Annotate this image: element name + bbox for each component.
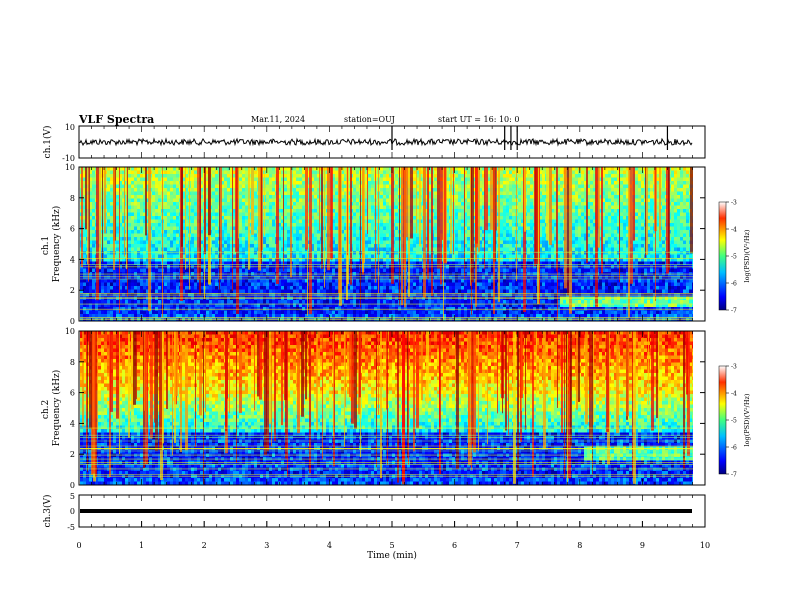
start-time-label: start UT = 16: 10: 0 (438, 115, 520, 124)
cb1-label-0: -3 (731, 200, 737, 207)
ch3-ytick-mid: 0 (70, 507, 75, 516)
time-tick-label-3: 3 (264, 541, 269, 550)
yt1-label-1: 2 (70, 286, 75, 295)
ch3-ylabel: ch.3(V) (42, 495, 53, 528)
yt2-label-5: 10 (65, 327, 75, 336)
cb2-label-3: -6 (731, 445, 737, 452)
ch3-ytick-top: 5 (70, 492, 75, 501)
ch2-colorbar-label: log(PSD)(V²/Hz) (743, 393, 751, 446)
ch2-spectrogram-image (80, 331, 705, 486)
ch3-ytick-bottom: -5 (67, 523, 75, 532)
yt2-label-4: 8 (70, 358, 75, 367)
ch1-colorbar-ticks: -3 -4 -5 -6 -7 (726, 200, 737, 315)
ch2-freq-ticks: 0 2 4 6 8 10 (65, 327, 705, 490)
time-tick-label-10: 10 (700, 541, 710, 550)
yt1-label-3: 6 (70, 225, 75, 234)
yt1-label-0: 0 (70, 317, 75, 326)
yt2-label-3: 6 (70, 389, 75, 398)
yt1-label-5: 10 (65, 163, 75, 172)
cb1-label-3: -6 (731, 281, 737, 288)
yt2-label-1: 2 (70, 450, 75, 459)
cb2-label-1: -4 (731, 391, 737, 398)
time-tick-label-0: 0 (76, 541, 81, 550)
cb1-label-4: -7 (731, 308, 737, 315)
ch1-ytick-bottom: -10 (62, 154, 75, 163)
cb1-label-2: -5 (731, 254, 737, 261)
yt2-label-2: 4 (70, 419, 75, 428)
station-label: station=OUJ (344, 115, 395, 124)
ch2-colorbar-ticks: -3 -4 -5 -6 -7 (726, 364, 737, 479)
ch2-spectrogram-ylabel: ch.2 Frequency (kHz) (41, 370, 62, 447)
time-axis-label: Time (min) (367, 550, 417, 561)
ch1-freq-ticks: 0 2 4 6 8 10 (65, 163, 705, 326)
cb1-label-1: -4 (731, 227, 737, 234)
time-tick-label-9: 9 (640, 541, 645, 550)
cb2-label-0: -3 (731, 364, 737, 371)
yt1-label-4: 8 (70, 194, 75, 203)
time-tick-label-4: 4 (327, 541, 332, 550)
chart-title: VLF Spectra (79, 113, 155, 126)
date-label: Mar.11, 2024 (251, 115, 306, 124)
yt2-label-0: 0 (70, 481, 75, 490)
panel-ch3-waveform: 5 0 -5 ch.3(V) 0 1 2 3 4 5 6 7 8 9 10 Time (min) (42, 492, 710, 561)
ch1-waveform-trace (79, 137, 693, 147)
ch1-ylabel: ch.1(V) (42, 126, 53, 159)
ch1-ytick-top: 10 (65, 123, 75, 132)
ch1-spectrogram-ylabel: ch.1 Frequency (kHz) (41, 206, 62, 283)
panel-minor-ticks (78, 126, 706, 527)
yt1-label-2: 4 (70, 255, 75, 264)
time-tick-label-8: 8 (577, 541, 582, 550)
time-tick-label-1: 1 (139, 541, 144, 550)
time-tick-label-7: 7 (515, 541, 520, 550)
ch1-colorbar-label: log(PSD)(V²/Hz) (743, 229, 751, 282)
time-tick-label-5: 5 (389, 541, 394, 550)
time-tick-label-2: 2 (202, 541, 207, 550)
cb2-label-4: -7 (731, 472, 737, 479)
ch1-spectrogram-image (80, 167, 705, 322)
cb2-label-2: -5 (731, 418, 737, 425)
ch2-colorbar (718, 365, 727, 475)
time-tick-label-6: 6 (452, 541, 457, 550)
ch1-colorbar (718, 201, 727, 311)
